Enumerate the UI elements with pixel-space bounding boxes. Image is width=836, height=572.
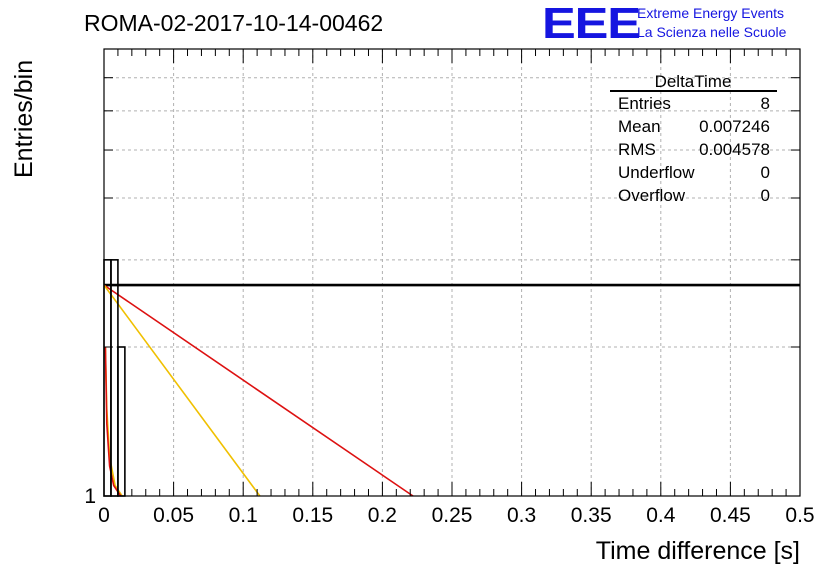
y-axis-label: Entries/bin [10,60,38,178]
x-ticks: 0 0.05 0.1 0.15 0.2 0.25 0.3 0.35 0.4 0.45 0.5 [98,49,815,527]
x-tick-label: 0.2 [368,504,397,527]
x-tick-label: 0.35 [571,504,612,527]
histogram-bars [103,259,126,497]
stats-name: DeltaTime [655,72,732,91]
x-tick-label: 0 [98,504,110,527]
fit-lines [103,283,800,497]
y-tick-label: 1 [84,485,96,508]
stats-label: Overflow [618,186,686,205]
x-tick-label: 0.15 [292,504,333,527]
stats-value: 0 [761,186,770,205]
grid-lines [104,48,800,496]
x-tick-label: 0.5 [785,504,814,527]
fit-line [103,284,414,497]
stats-label: Underflow [618,163,695,182]
logo-text-line1: Extreme Energy Events [637,5,785,21]
x-tick-label: 0.25 [432,504,473,527]
stats-value: 0 [761,163,770,182]
y-ticks: 1 [84,48,800,508]
stats-label: Mean [618,117,661,136]
x-tick-label: 0.1 [229,504,258,527]
x-tick-label: 0.4 [646,504,676,527]
x-tick-label: 0.45 [710,504,751,527]
stats-value: 0.007246 [699,117,770,136]
x-tick-label: 0.3 [507,504,536,527]
fit-line [104,346,122,497]
x-axis-label: Time difference [s] [596,537,800,565]
stats-label: RMS [618,140,656,159]
stats-value: 0.004578 [699,140,770,159]
fit-line [104,346,123,497]
chart-title: ROMA-02-2017-10-14-00462 [84,10,384,36]
stats-label: Entries [618,94,671,113]
logo-text-line2: La Scienza nelle Scuole [637,24,787,40]
stats-box: DeltaTime Entries 8 Mean 0.007246 RMS 0.00457… [610,72,777,205]
fit-line [103,284,261,497]
eee-logo: EEE [542,0,641,48]
histogram-bar [117,346,126,497]
stats-value: 8 [761,94,770,113]
x-tick-label: 0.05 [153,504,194,527]
